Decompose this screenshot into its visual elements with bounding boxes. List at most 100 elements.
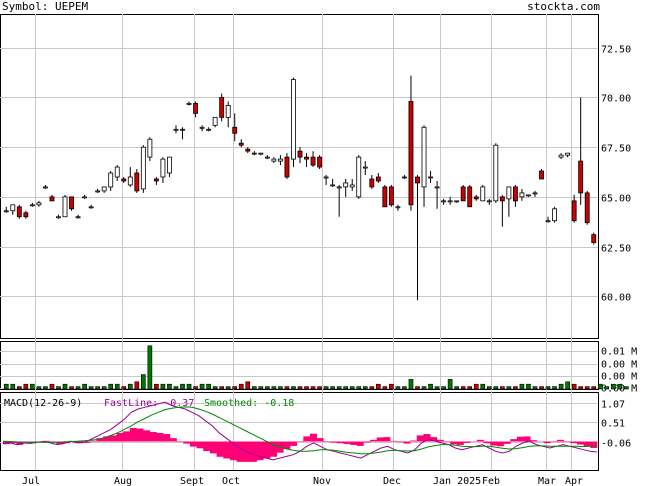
macd-histogram-bar <box>516 436 524 442</box>
price-candle <box>591 232 597 245</box>
price-candle <box>402 175 407 179</box>
price-candle <box>23 210 29 219</box>
price-candle <box>147 137 153 162</box>
macd-histogram-bar <box>129 427 137 442</box>
volume-bar <box>610 383 616 390</box>
volume-bar <box>604 386 610 390</box>
macd-histogram-bar <box>563 441 571 443</box>
macd-histogram-bar <box>356 441 364 446</box>
volume-bar <box>10 383 16 390</box>
price-candle <box>395 204 401 211</box>
macd-histogram-bar <box>169 438 177 442</box>
price-candle <box>323 175 329 185</box>
volume-bar <box>69 386 74 390</box>
volume-panel <box>0 341 599 390</box>
volume-bar <box>121 386 127 390</box>
volume-bar <box>101 386 107 390</box>
volume-bar <box>278 386 283 390</box>
price-tick-label: 70.00 <box>601 94 631 105</box>
price-candle <box>88 204 94 209</box>
macd-histogram-bar <box>96 438 104 442</box>
price-candle <box>454 200 460 203</box>
source-label[interactable]: stockta.com <box>527 0 600 13</box>
price-candle <box>382 184 388 208</box>
macd-histogram-bar <box>310 433 317 442</box>
price-candle <box>173 125 179 134</box>
price-candle <box>493 143 499 203</box>
price-tick-label: 67.50 <box>601 144 631 155</box>
price-candle <box>36 200 42 207</box>
volume-bar <box>127 383 133 390</box>
macd-histogram-bar <box>123 431 131 442</box>
macd-histogram-bar <box>436 439 444 442</box>
macd-histogram-bar <box>103 436 111 442</box>
price-candle <box>29 202 35 207</box>
volume-bar <box>421 386 427 390</box>
price-candle <box>284 153 290 179</box>
volume-bar <box>460 386 466 390</box>
macd-histogram-bar <box>376 437 384 442</box>
macd-histogram-bar <box>556 439 564 442</box>
price-candle <box>56 214 61 219</box>
price-candle <box>140 145 146 193</box>
x-axis-label: Aug <box>114 476 132 486</box>
volume-bar <box>173 386 179 390</box>
price-candle <box>225 101 231 128</box>
volume-bar <box>245 381 251 390</box>
macd-histogram-bar <box>283 441 291 449</box>
price-candle <box>565 152 571 158</box>
price-candle <box>375 173 381 183</box>
price-candle <box>349 178 355 191</box>
price-candle <box>532 190 538 197</box>
x-axis-label: Dec <box>383 476 401 486</box>
volume-bar <box>23 383 29 390</box>
x-axis-label: Apr <box>565 476 583 486</box>
volume-bar <box>225 386 231 390</box>
macd-histogram-bar <box>396 441 404 443</box>
macd-histogram-bar <box>236 441 244 462</box>
volume-bar <box>258 386 264 390</box>
volume-bar <box>284 386 290 390</box>
volume-bar <box>141 374 146 390</box>
price-candle <box>578 97 584 205</box>
volume-bar <box>304 386 309 390</box>
volume-bar <box>160 383 166 390</box>
macd-smoothed-label: Smoothed: -0.18 <box>204 398 294 409</box>
volume-bar <box>134 381 140 390</box>
macd-histogram-bar <box>530 440 538 442</box>
price-candle <box>388 184 394 207</box>
macd-histogram-bar <box>83 441 91 443</box>
macd-tick-label: 1.07 <box>601 400 625 411</box>
volume-bar <box>513 386 518 390</box>
x-axis-label: Mar <box>538 476 556 486</box>
volume-bar <box>95 386 100 390</box>
volume-bar <box>232 386 238 390</box>
volume-bar <box>624 386 629 390</box>
macd-histogram-bar <box>550 441 558 443</box>
symbol-label: Symbol: UEPEM <box>2 0 89 13</box>
volume-bar <box>441 386 446 390</box>
price-candle <box>506 186 512 217</box>
macd-histogram-bar <box>9 441 17 444</box>
price-candle <box>49 194 55 202</box>
macd-histogram-bar <box>263 441 271 459</box>
x-axis-label: Sept <box>180 476 204 486</box>
price-candle <box>199 125 205 132</box>
price-candle <box>258 152 264 156</box>
price-candle <box>127 167 133 187</box>
volume-bar <box>36 386 42 390</box>
price-candle <box>434 180 440 209</box>
volume-bar <box>62 383 68 390</box>
volume-bar <box>402 386 407 390</box>
macd-histogram-bar <box>196 441 204 449</box>
price-candle <box>186 101 192 106</box>
price-candle <box>571 194 577 223</box>
volume-bar <box>238 383 244 390</box>
volume-bar <box>349 386 355 390</box>
price-candle <box>271 157 277 164</box>
volume-bar <box>519 383 525 390</box>
volume-bar <box>56 386 61 390</box>
volume-tick-label: 0.00 M <box>601 372 637 383</box>
macd-histogram-bar <box>463 441 471 443</box>
